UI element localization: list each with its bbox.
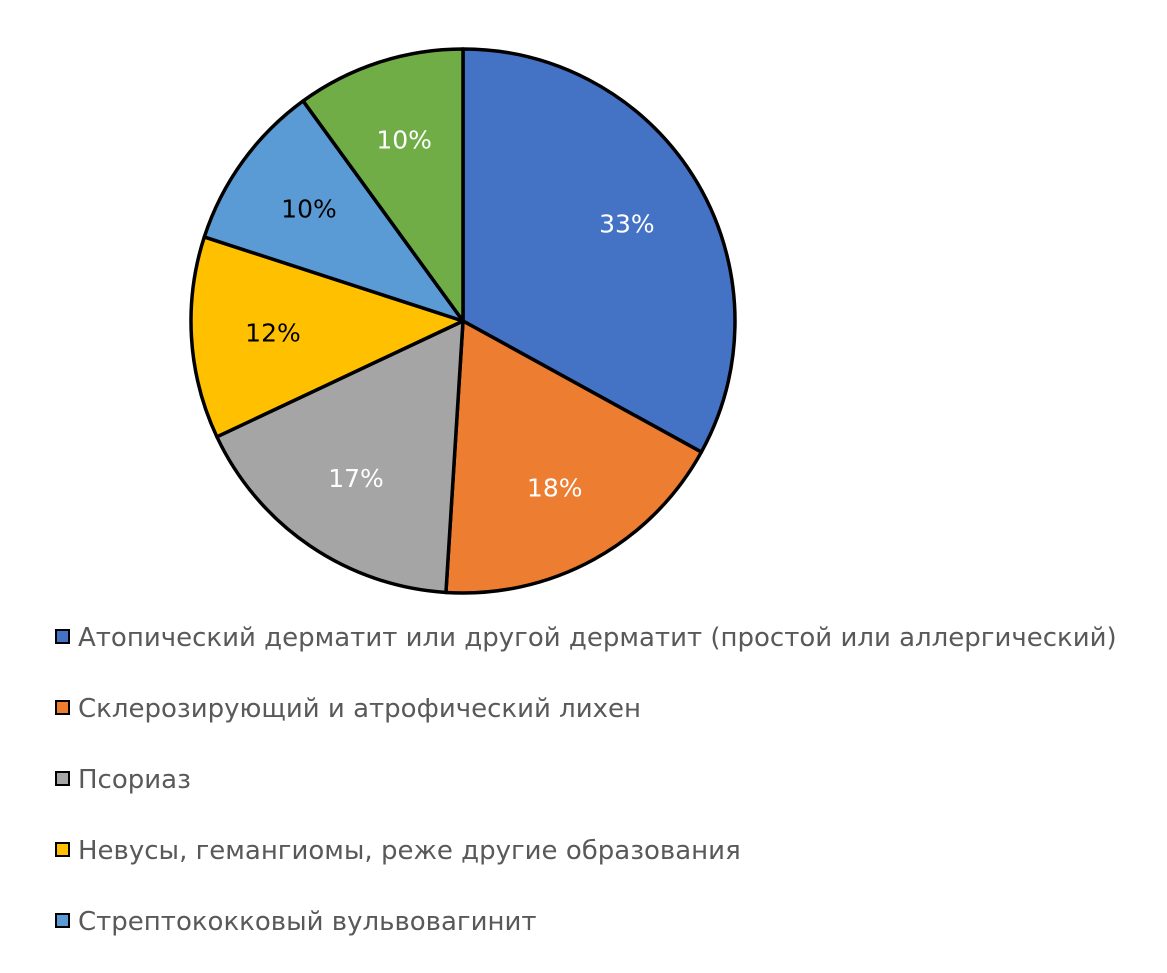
legend: Атопический дерматит или другой дерматит… [55, 618, 1160, 973]
legend-label-3: Невусы, гемангиомы, реже другие образова… [78, 836, 741, 866]
legend-item-2: Псориаз [55, 760, 1160, 831]
legend-item-0: Атопический дерматит или другой дерматит… [55, 618, 1160, 689]
pie-slice-5 [301, 47, 465, 323]
legend-label-2: Псориаз [78, 765, 191, 795]
legend-swatch-0 [55, 629, 70, 644]
legend-item-4: Стрептококковый вульвовагинит [55, 902, 1160, 973]
legend-label-0: Атопический дерматит или другой дерматит… [78, 623, 1117, 653]
legend-item-1: Склерозирующий и атрофический лихен [55, 689, 1160, 760]
legend-label-1: Склерозирующий и атрофический лихен [78, 694, 642, 724]
legend-label-4: Стрептококковый вульвовагинит [78, 907, 537, 937]
slice-label-1: 18% [527, 473, 583, 502]
slice-label-4: 10% [281, 195, 337, 224]
legend-swatch-3 [55, 842, 70, 857]
legend-item-3: Невусы, гемангиомы, реже другие образова… [55, 831, 1160, 902]
pie-slice-1 [444, 319, 704, 595]
legend-swatch-1 [55, 700, 70, 715]
pie-slice-0 [461, 47, 737, 454]
slice-label-3: 12% [245, 318, 301, 347]
pie-chart: 33% 18% 17% 12% 10% 10% [189, 47, 737, 595]
pie-labels: 33% 18% 17% 12% 10% 10% [245, 125, 654, 502]
slice-label-0: 33% [599, 210, 655, 239]
legend-swatch-4 [55, 913, 70, 928]
slice-label-5: 10% [376, 125, 432, 154]
slice-label-2: 17% [328, 464, 384, 493]
pie-slice-4 [202, 99, 465, 323]
legend-swatch-2 [55, 771, 70, 786]
pie-slice-2 [215, 319, 465, 595]
pie-slice-3 [189, 235, 465, 439]
pie-slices [189, 47, 737, 595]
